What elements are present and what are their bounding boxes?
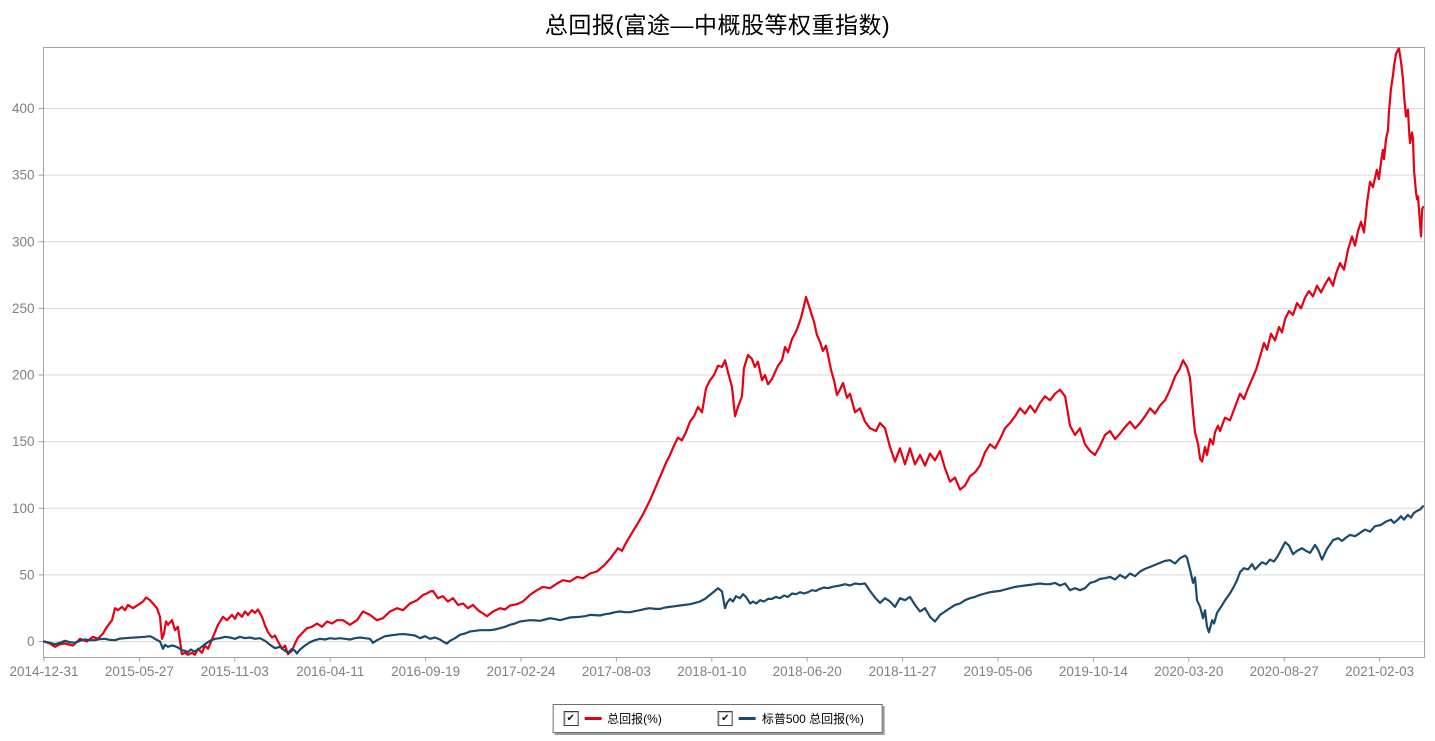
svg-text:100: 100 <box>12 501 35 516</box>
red-line-sample-icon <box>584 717 602 720</box>
svg-text:0: 0 <box>27 634 35 649</box>
svg-text:150: 150 <box>12 434 35 449</box>
svg-text:2016-04-11: 2016-04-11 <box>296 664 364 679</box>
legend-item-total-return: ✔ 总回报(%) <box>563 710 662 727</box>
svg-text:250: 250 <box>12 301 35 316</box>
svg-text:2014-12-31: 2014-12-31 <box>9 664 78 679</box>
svg-text:2020-03-20: 2020-03-20 <box>1154 664 1223 679</box>
checkbox-icon[interactable]: ✔ <box>563 711 579 726</box>
chart-title: 总回报(富途—中概股等权重指数) <box>544 12 891 38</box>
legend-label: 标普500 总回报(%) <box>761 712 864 726</box>
svg-text:2016-09-19: 2016-09-19 <box>391 664 460 679</box>
svg-text:200: 200 <box>12 368 35 383</box>
svg-text:2017-08-03: 2017-08-03 <box>582 664 651 679</box>
svg-text:2019-05-06: 2019-05-06 <box>963 664 1032 679</box>
svg-text:2017-02-24: 2017-02-24 <box>486 664 556 679</box>
svg-text:300: 300 <box>12 234 35 249</box>
checkbox-icon[interactable]: ✔ <box>717 711 733 726</box>
svg-text:400: 400 <box>12 101 35 116</box>
svg-text:50: 50 <box>19 567 34 582</box>
svg-text:2018-11-27: 2018-11-27 <box>869 664 937 679</box>
svg-text:350: 350 <box>12 168 35 183</box>
svg-text:2018-01-10: 2018-01-10 <box>677 664 746 679</box>
svg-text:2015-11-03: 2015-11-03 <box>201 664 269 679</box>
legend: ✔ 总回报(%) ✔ 标普500 总回报(%) <box>552 704 883 733</box>
svg-text:2018-06-20: 2018-06-20 <box>773 664 842 679</box>
navy-line-sample-icon <box>738 717 756 720</box>
svg-text:2019-10-14: 2019-10-14 <box>1059 664 1129 679</box>
svg-text:2020-08-27: 2020-08-27 <box>1250 664 1319 679</box>
svg-text:2021-02-03: 2021-02-03 <box>1345 664 1414 679</box>
svg-text:2015-05-27: 2015-05-27 <box>105 664 174 679</box>
legend-label: 总回报(%) <box>607 712 662 726</box>
legend-item-sp500-total-return: ✔ 标普500 总回报(%) <box>717 710 864 727</box>
